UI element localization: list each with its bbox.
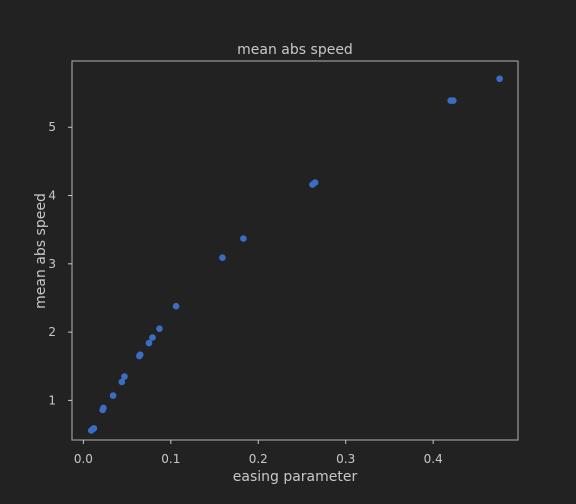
data-point-17 xyxy=(311,179,319,186)
y-tick-label: 1 xyxy=(48,393,56,407)
data-point-14 xyxy=(219,254,226,261)
x-axis: 0.0 0.1 0.2 0.3 0.4 xyxy=(74,440,443,466)
x-tick-label: 0.0 xyxy=(74,452,93,466)
x-axis-label: easing parameter xyxy=(233,469,358,485)
data-point-11 xyxy=(149,334,156,341)
chart-title: mean abs speed xyxy=(237,42,353,58)
data-point-5 xyxy=(109,392,117,399)
y-tick-label: 2 xyxy=(48,325,56,339)
x-tick-label: 0.2 xyxy=(249,452,268,466)
data-point-15 xyxy=(240,235,247,242)
y-tick-label: 3 xyxy=(48,257,56,271)
points-layer xyxy=(87,75,503,434)
x-tick-label: 0.1 xyxy=(161,452,180,466)
data-point-13 xyxy=(172,302,180,310)
data-point-9 xyxy=(136,351,144,358)
plot-frame xyxy=(71,60,519,441)
data-point-10 xyxy=(145,339,153,347)
y-tick-label: 4 xyxy=(48,189,56,203)
data-point-12 xyxy=(156,325,163,332)
data-point-2 xyxy=(90,425,98,432)
data-point-19 xyxy=(449,97,457,104)
y-axis-label: mean abs speed xyxy=(33,193,49,309)
x-tick-label: 0.4 xyxy=(424,452,443,466)
data-point-4 xyxy=(100,404,107,412)
x-tick-label: 0.3 xyxy=(336,452,355,466)
data-point-20 xyxy=(496,75,503,83)
y-axis: 1 2 3 4 5 xyxy=(48,120,72,407)
data-point-6 xyxy=(118,378,126,386)
y-tick-label: 5 xyxy=(48,120,56,134)
data-point-7 xyxy=(121,373,128,380)
